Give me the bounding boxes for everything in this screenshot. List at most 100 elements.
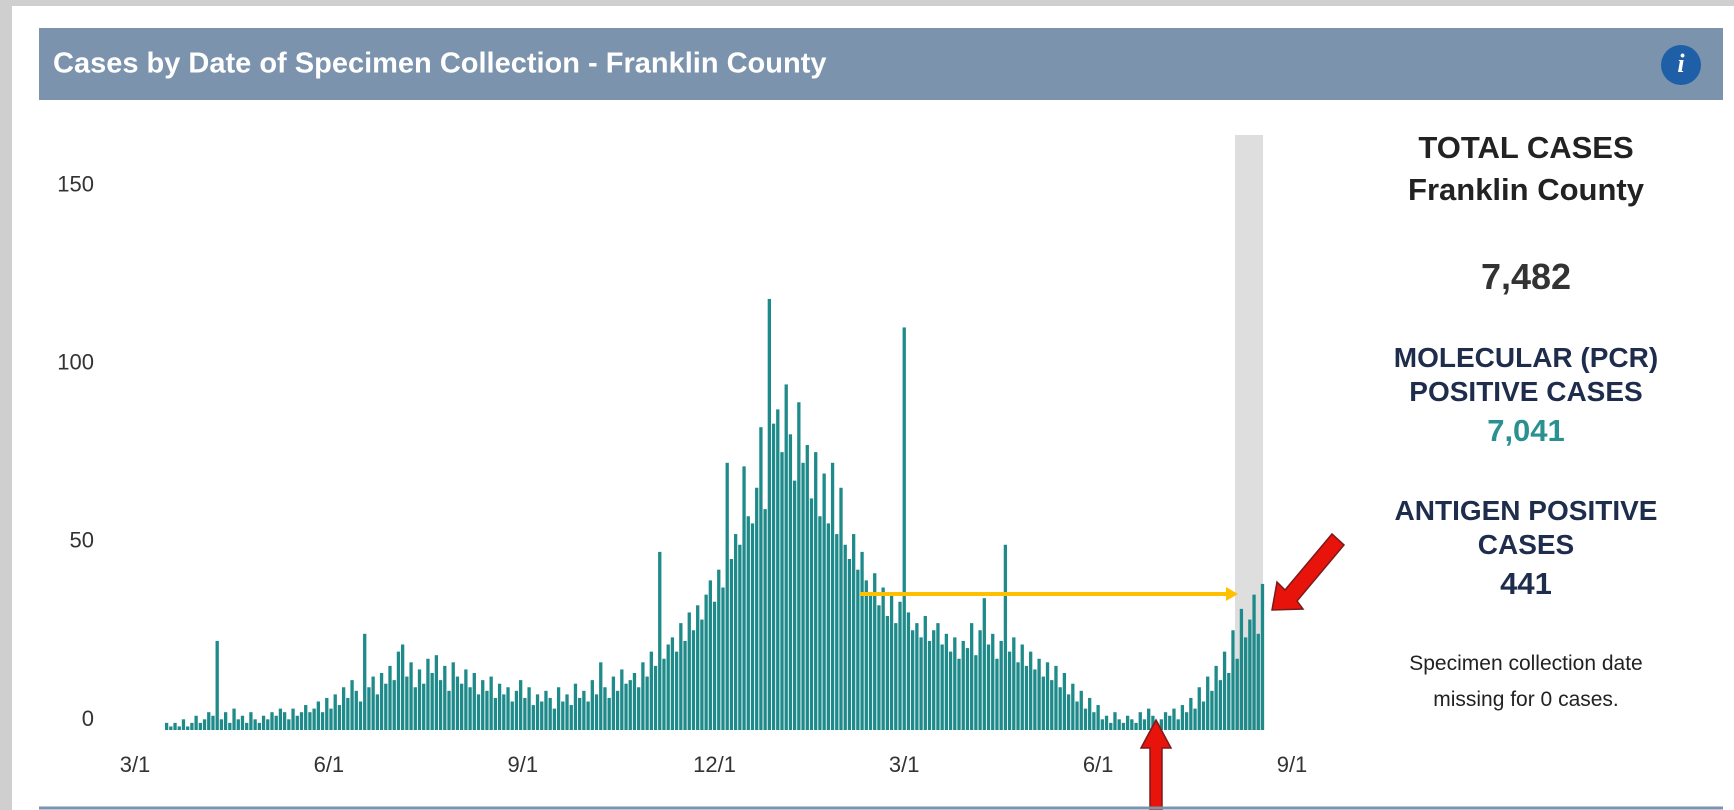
bar	[809, 498, 814, 730]
bar	[400, 644, 405, 730]
bar	[814, 452, 818, 730]
bar	[847, 559, 852, 730]
total-value: 7,482	[1480, 256, 1572, 297]
bar	[502, 694, 506, 730]
bar	[497, 683, 502, 730]
bar	[329, 708, 333, 730]
bar	[645, 676, 649, 730]
bar	[670, 637, 675, 730]
bar	[341, 687, 346, 730]
bar	[215, 640, 219, 730]
bar	[527, 687, 531, 730]
bar	[363, 633, 367, 730]
bar	[624, 683, 628, 730]
bar	[1172, 708, 1176, 730]
info-glyph[interactable]: i	[1677, 49, 1685, 78]
bar	[379, 673, 384, 730]
bar	[1206, 676, 1210, 730]
bar	[1256, 633, 1260, 730]
bar	[957, 658, 961, 730]
bar	[312, 708, 316, 730]
bar	[1184, 712, 1189, 730]
bar	[738, 544, 742, 730]
bar	[207, 712, 211, 730]
bar	[767, 298, 771, 730]
bar	[944, 633, 949, 730]
bar	[691, 630, 696, 730]
bar	[540, 701, 544, 730]
bar	[835, 534, 839, 730]
bar	[282, 712, 287, 730]
bar	[266, 719, 270, 730]
bar	[1201, 701, 1206, 730]
antigen-label: ANTIGEN POSITIVE	[1394, 495, 1658, 526]
bar	[780, 452, 784, 730]
bar	[392, 680, 396, 730]
bar	[856, 569, 860, 730]
bar	[1075, 701, 1079, 730]
bar	[1003, 544, 1008, 730]
bar	[911, 630, 915, 730]
bar	[620, 669, 624, 730]
bar	[843, 544, 847, 730]
bar	[830, 462, 835, 730]
bar	[320, 712, 325, 730]
bar	[970, 623, 974, 730]
bar	[169, 726, 173, 730]
bar	[228, 722, 232, 730]
bar	[1100, 719, 1104, 730]
bar	[1147, 708, 1151, 730]
info-icon[interactable]: i	[1661, 45, 1701, 85]
bar	[936, 623, 940, 730]
info-circle[interactable]	[1661, 45, 1701, 85]
bar	[1066, 694, 1071, 730]
x-tick-label: 3/1	[120, 752, 151, 777]
bar	[1113, 712, 1117, 730]
bar	[839, 487, 843, 730]
bar	[974, 655, 978, 730]
bar	[367, 687, 371, 730]
bar	[792, 480, 797, 730]
bar	[1214, 665, 1218, 730]
bar	[223, 712, 228, 730]
bar	[712, 601, 717, 730]
bar	[1193, 708, 1197, 730]
bar	[304, 705, 308, 730]
bar	[443, 665, 447, 730]
bar	[1020, 644, 1024, 730]
bar	[725, 462, 729, 730]
bar	[164, 722, 169, 730]
bar	[742, 466, 746, 730]
bar	[1235, 658, 1239, 730]
bar	[325, 697, 329, 730]
bar	[755, 487, 759, 730]
antigen-label: CASES	[1477, 529, 1575, 560]
bar	[561, 701, 565, 730]
bar	[531, 705, 535, 730]
bar	[784, 384, 788, 730]
bar	[375, 694, 380, 730]
bar	[898, 601, 902, 730]
bar	[982, 598, 986, 730]
bar	[430, 673, 434, 730]
bar	[1007, 651, 1012, 730]
bar	[864, 580, 868, 730]
bar	[316, 701, 320, 730]
bar	[510, 701, 514, 730]
bar	[923, 616, 927, 730]
bar	[261, 715, 266, 730]
bar	[797, 402, 801, 730]
bar	[632, 673, 637, 730]
bar	[434, 655, 439, 730]
bar	[249, 712, 253, 730]
bar	[405, 676, 409, 730]
bar	[1239, 608, 1244, 730]
bar	[1104, 715, 1109, 730]
bar	[1045, 662, 1050, 730]
antigen-value: 441	[1500, 566, 1552, 601]
bar	[641, 662, 645, 730]
bar	[384, 683, 388, 730]
bar	[776, 409, 780, 730]
bar	[708, 580, 712, 730]
bar	[729, 559, 734, 730]
